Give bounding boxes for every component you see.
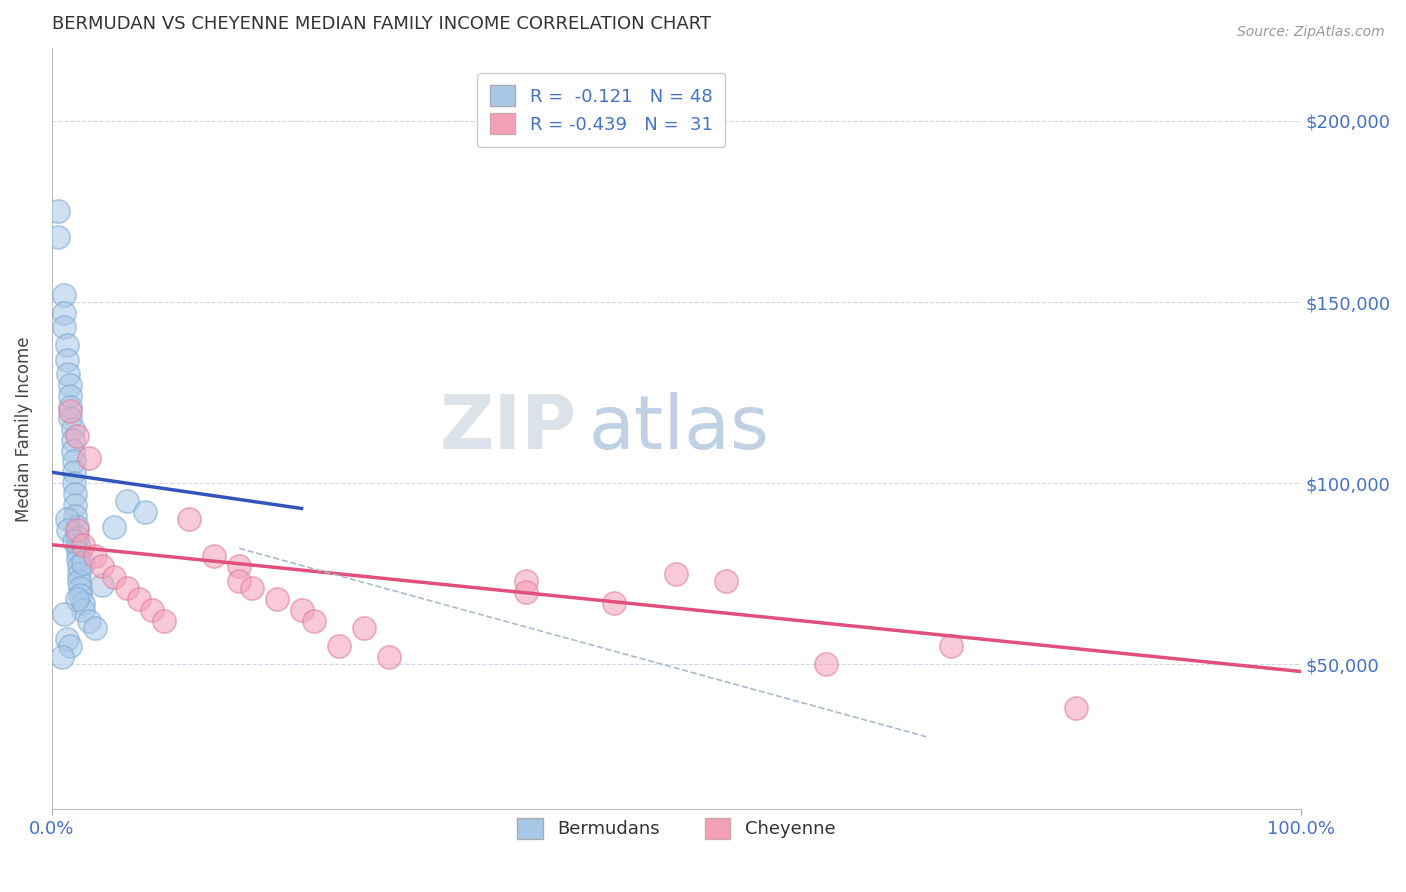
Point bbox=[291, 603, 314, 617]
Point bbox=[67, 559, 90, 574]
Point bbox=[1064, 700, 1087, 714]
Point bbox=[515, 574, 537, 588]
Point bbox=[179, 512, 201, 526]
Point bbox=[66, 552, 89, 566]
Point bbox=[103, 519, 125, 533]
Point bbox=[603, 596, 626, 610]
Point bbox=[240, 581, 263, 595]
Point bbox=[134, 505, 156, 519]
Point bbox=[62, 433, 84, 447]
Point bbox=[59, 378, 82, 392]
Point bbox=[228, 559, 250, 574]
Point bbox=[65, 487, 87, 501]
Point bbox=[66, 531, 89, 545]
Point bbox=[665, 566, 688, 581]
Point bbox=[77, 450, 100, 465]
Point bbox=[716, 574, 738, 588]
Point bbox=[46, 229, 69, 244]
Point bbox=[266, 592, 288, 607]
Point bbox=[59, 389, 82, 403]
Point bbox=[53, 607, 76, 621]
Point bbox=[53, 287, 76, 301]
Point bbox=[63, 534, 86, 549]
Point bbox=[59, 403, 82, 417]
Point bbox=[115, 494, 138, 508]
Legend: Bermudans, Cheyenne: Bermudans, Cheyenne bbox=[510, 811, 842, 846]
Point bbox=[141, 603, 163, 617]
Point bbox=[65, 508, 87, 523]
Point bbox=[90, 559, 112, 574]
Point bbox=[55, 632, 77, 646]
Point bbox=[72, 556, 94, 570]
Point bbox=[55, 512, 77, 526]
Point bbox=[51, 650, 73, 665]
Point bbox=[128, 592, 150, 607]
Point bbox=[59, 639, 82, 653]
Point bbox=[66, 538, 89, 552]
Point bbox=[65, 498, 87, 512]
Point bbox=[46, 204, 69, 219]
Text: ZIP: ZIP bbox=[439, 392, 576, 466]
Point bbox=[378, 650, 401, 665]
Point bbox=[77, 614, 100, 628]
Point bbox=[515, 584, 537, 599]
Point bbox=[353, 621, 375, 635]
Point bbox=[66, 545, 89, 559]
Point bbox=[66, 523, 89, 537]
Point bbox=[59, 411, 82, 425]
Y-axis label: Median Family Income: Median Family Income bbox=[15, 336, 32, 522]
Text: BERMUDAN VS CHEYENNE MEDIAN FAMILY INCOME CORRELATION CHART: BERMUDAN VS CHEYENNE MEDIAN FAMILY INCOM… bbox=[52, 15, 711, 33]
Point bbox=[115, 581, 138, 595]
Text: atlas: atlas bbox=[589, 392, 770, 466]
Point bbox=[66, 519, 89, 533]
Point bbox=[66, 429, 89, 443]
Point bbox=[90, 577, 112, 591]
Point bbox=[62, 443, 84, 458]
Point bbox=[941, 639, 963, 653]
Point bbox=[62, 422, 84, 436]
Point bbox=[66, 592, 89, 607]
Point bbox=[63, 465, 86, 479]
Point bbox=[59, 400, 82, 414]
Point bbox=[202, 549, 225, 563]
Point bbox=[56, 523, 79, 537]
Point bbox=[69, 581, 91, 595]
Point bbox=[72, 596, 94, 610]
Point bbox=[228, 574, 250, 588]
Point bbox=[67, 566, 90, 581]
Point bbox=[302, 614, 325, 628]
Point bbox=[63, 476, 86, 491]
Point bbox=[84, 621, 107, 635]
Point bbox=[815, 657, 838, 672]
Point bbox=[328, 639, 350, 653]
Point bbox=[53, 306, 76, 320]
Point bbox=[72, 603, 94, 617]
Point bbox=[72, 538, 94, 552]
Point bbox=[63, 454, 86, 468]
Point bbox=[55, 338, 77, 352]
Point bbox=[53, 320, 76, 334]
Text: Source: ZipAtlas.com: Source: ZipAtlas.com bbox=[1237, 25, 1385, 39]
Point bbox=[69, 589, 91, 603]
Point bbox=[55, 353, 77, 368]
Point bbox=[153, 614, 176, 628]
Point bbox=[56, 368, 79, 382]
Point bbox=[67, 574, 90, 588]
Point bbox=[103, 570, 125, 584]
Point bbox=[84, 549, 107, 563]
